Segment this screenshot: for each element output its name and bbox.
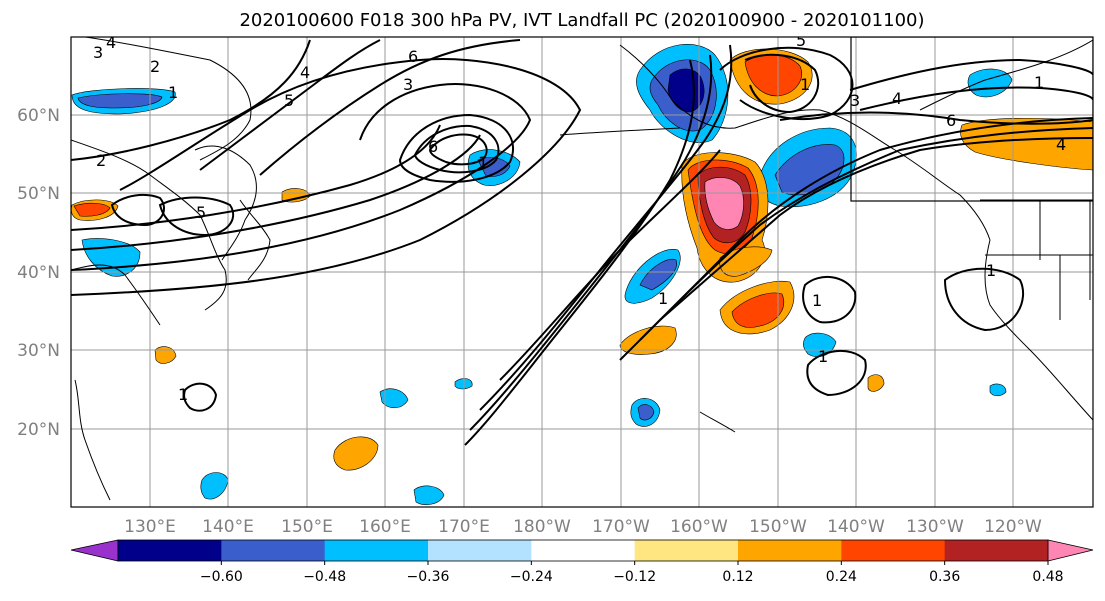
lon-label: 170°E (438, 517, 490, 537)
colorbar-tick-label: 0.48 (1032, 569, 1063, 585)
lon-label: 140°E (202, 517, 254, 537)
colorbar-tick-label: −0.36 (407, 569, 450, 585)
colorbar-frame (117, 539, 1049, 562)
contour-label: 3 (93, 43, 103, 62)
lon-label: 120°W (984, 517, 1042, 537)
lon-label: 130°W (906, 517, 964, 537)
pv-contours (71, 39, 1093, 446)
lon-label: 160°W (670, 517, 728, 537)
colorbar-tick-label: −0.60 (200, 569, 243, 585)
lat-label: 50°N (17, 184, 60, 204)
lon-label: 160°E (359, 517, 411, 537)
anomaly-fill-layer (71, 43, 1093, 505)
colorbar-cell (531, 540, 636, 561)
contour-label: 5 (196, 203, 206, 222)
figure-title: 2020100600 F018 300 hPa PV, IVT Landfall… (239, 10, 924, 31)
colorbar-tick-label: 0.12 (722, 569, 753, 585)
contour-label: 4 (1056, 135, 1066, 154)
contour-label: 1 (168, 83, 178, 102)
colorbar-extend-left (70, 539, 119, 562)
contour-label: 3 (403, 75, 413, 94)
lat-label: 20°N (17, 420, 60, 440)
map-panel: 3 4 2 1 2 5 4 6 3 5 3 4 6 4 1 5 6 1 1 1 (70, 31, 1094, 508)
anomaly-blob (639, 258, 677, 291)
colorbar: −0.60 −0.48 −0.36 −0.24 −0.12 0.12 0.24 0.36 0.4… (70, 539, 1094, 585)
contour-label: 1 (800, 75, 810, 94)
contour-label: 1 (178, 385, 188, 404)
lon-label: 150°E (281, 517, 333, 537)
contour-label: 2 (150, 57, 160, 76)
state-borders (980, 199, 1093, 320)
alaska-box (850, 37, 1093, 202)
colorbar-tick-label: −0.48 (303, 569, 346, 585)
colorbar-tick-label: 0.24 (826, 569, 857, 585)
anomaly-blob (477, 157, 511, 177)
contour-label: 1 (818, 347, 828, 366)
anomaly-blob (200, 472, 229, 500)
contour-label: 3 (850, 91, 860, 110)
lon-label: 130°E (124, 517, 176, 537)
colorbar-cell (118, 540, 222, 561)
contour-label: 4 (106, 33, 116, 52)
contour-label: 1 (812, 291, 822, 310)
longitude-labels: 130°E 140°E 150°E 160°E 170°E 180°W 170°… (124, 517, 1042, 537)
anomaly-blob (154, 346, 177, 364)
graticule (71, 37, 1093, 507)
lon-label: 150°W (749, 517, 807, 537)
lat-label: 40°N (17, 263, 60, 283)
contour-labels: 3 4 2 1 2 5 4 6 3 5 3 4 6 4 1 5 6 1 1 1 (93, 31, 1066, 404)
colorbar-extend-right (1047, 539, 1094, 562)
contour-label: 1 (986, 261, 996, 280)
colorbar-cell (738, 540, 842, 561)
anomaly-blob (667, 68, 705, 113)
latitude-labels: 60°N 50°N 40°N 30°N 20°N (17, 106, 60, 440)
anomaly-blob (803, 332, 837, 357)
anomaly-blob (413, 485, 445, 505)
contour-label: 2 (96, 151, 106, 170)
anomaly-blob (867, 374, 885, 392)
contour-label: 5 (796, 31, 806, 50)
anomaly-blob (637, 404, 655, 421)
lat-label: 30°N (17, 341, 60, 361)
contour-label: 6 (428, 137, 438, 156)
colorbar-cell (324, 540, 429, 561)
colorbar-cell (221, 540, 326, 561)
colorbar-tick-label: −0.24 (510, 569, 553, 585)
lat-label: 60°N (17, 106, 60, 126)
anomaly-blob (73, 202, 111, 217)
contour-label: 4 (300, 63, 310, 82)
anomaly-blob (77, 93, 163, 109)
colorbar-tick-label: −0.12 (613, 569, 656, 585)
contour-label: 5 (284, 91, 294, 110)
colorbar-cells (118, 540, 1049, 561)
map-frame (70, 36, 1094, 508)
contour-label: 1 (478, 153, 488, 172)
contour-label: 4 (892, 89, 902, 108)
anomaly-blob (704, 177, 744, 230)
contour-label: 1 (658, 289, 668, 308)
contour-label: 6 (408, 47, 418, 66)
anomaly-blob (333, 436, 379, 471)
anomaly-blob (989, 383, 1007, 397)
colorbar-cell (634, 540, 739, 561)
colorbar-cell (428, 540, 532, 561)
coastlines (71, 37, 1093, 501)
lon-label: 170°W (592, 517, 650, 537)
colorbar-cell (841, 540, 946, 561)
contour-label: 1 (1034, 73, 1044, 92)
anomaly-blob (774, 144, 845, 196)
anomaly-blob (379, 388, 409, 409)
colorbar-tick-label: 0.36 (929, 569, 960, 585)
anomaly-blob (731, 292, 784, 328)
colorbar-ticks: −0.60 −0.48 −0.36 −0.24 −0.12 0.12 0.24 0.36 0.4… (200, 561, 1064, 585)
lon-label: 140°W (827, 517, 885, 537)
contour-label: 6 (946, 111, 956, 130)
lon-label: 180°W (513, 517, 571, 537)
colorbar-cell (944, 540, 1049, 561)
